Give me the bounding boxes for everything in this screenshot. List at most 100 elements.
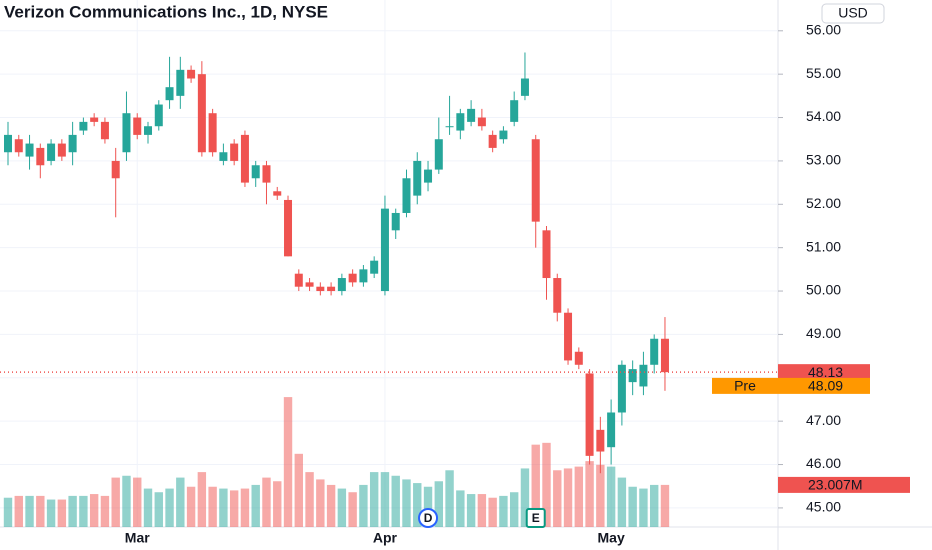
candle-body [262,165,271,183]
volume-bar [477,494,487,527]
y-tick-label: 54.00 [806,108,841,124]
volume-bar [154,492,163,527]
volume-label: 23.007M [808,477,862,493]
volume-bar [585,461,594,527]
candle-body [316,286,325,292]
volume-bar [369,472,379,527]
volume-bar [650,484,659,527]
candle-body [520,78,529,96]
volume-bar [617,477,627,527]
volume-bar [57,499,67,527]
candle-body [434,139,443,170]
event-label: D [424,511,433,525]
volume-bar [3,497,13,527]
candle-body [488,134,497,148]
volume-bar [466,494,476,527]
volume-bar [36,495,45,527]
candle-body [337,278,346,292]
event-marker [525,508,546,528]
volume-bar [14,495,23,527]
y-tick-label: 47.00 [806,412,841,428]
currency[interactable]: USD [838,5,868,21]
premarket-box [778,377,870,394]
candle-body [359,269,368,283]
label-layer: 45.0046.0047.0048.0049.0050.0051.0052.00… [0,21,910,546]
volume-bar [359,484,368,527]
volume-bar [111,477,120,527]
candle-body [574,351,583,365]
candle-body [391,212,400,231]
candle-body [187,69,196,79]
volume-bar [380,472,390,527]
candle-layer [4,52,669,474]
candle-body [542,230,551,279]
candle-body [456,113,465,131]
candle-body [165,87,174,101]
volume-bar [391,475,400,527]
x-tick-label: Apr [373,530,398,546]
candle-body [639,364,648,387]
volume-bar [531,444,540,527]
candle-body [628,369,637,383]
y-tick-label: 45.00 [806,499,841,515]
volume-bar [229,490,239,527]
y-tick-label: 51.00 [806,238,841,254]
y-tick-label: 52.00 [806,195,841,211]
event-label: E [532,511,540,525]
volume-bar [553,470,562,527]
volume-bar [283,397,293,527]
volume-bar [456,490,465,527]
volume-bar [68,495,77,527]
volume-bar [122,475,131,527]
volume-bar [143,488,153,527]
volume-bar [499,495,508,527]
candle-body [57,143,66,157]
currency-box[interactable] [821,3,885,24]
volume-bar [89,494,99,527]
volume-bar [660,484,670,527]
volume-bar [445,470,454,527]
y-tick-label: 50.00 [806,282,841,298]
candle-body [596,429,605,452]
volume-bar [240,488,250,527]
volume-bar [509,492,519,527]
volume-bar [79,495,88,527]
volume-bar [348,492,357,527]
candle-body [79,121,88,131]
volume-bar [165,488,174,527]
y-tick-label: 49.00 [806,325,841,341]
candle-body [585,373,594,456]
candle-body [607,412,616,448]
y-tick-label: 55.00 [806,65,841,81]
volume-bar [639,488,648,527]
candle-body [553,278,562,313]
volume-bar [337,488,347,527]
last-price-label: 48.13 [808,364,843,380]
volume-bar [294,453,303,527]
volume-bar [628,486,637,527]
candle-body [4,134,12,153]
event-marker [418,508,439,528]
candle-body [499,130,508,140]
candle-body [154,104,163,127]
candle-body [176,69,185,96]
volume-bar [606,466,616,527]
volume-bar [326,484,336,527]
candle-body [36,147,45,166]
volume-bar [413,483,422,527]
y-tick-label: 46.00 [806,455,841,471]
candle-body [47,143,56,161]
candle-body [305,282,314,287]
candle-body [230,143,239,161]
volume-bar [316,479,325,527]
volume-bar [100,495,110,527]
volume-bar [423,486,433,527]
volume-label-box [778,476,910,493]
volume-bar [563,468,573,527]
y-tick-label: 56.00 [806,21,841,37]
volume-bar [596,464,605,527]
y-tick-label: 53.00 [806,152,841,168]
volume-bar [197,472,207,527]
candle-body [68,134,77,153]
